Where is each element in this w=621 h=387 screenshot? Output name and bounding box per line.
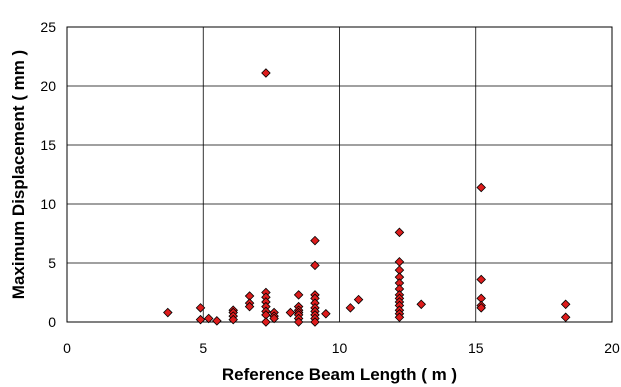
data-point (163, 307, 173, 318)
data-point (244, 301, 255, 312)
y-tick-label: 15 (40, 137, 56, 153)
data-point (476, 274, 486, 285)
x-axis-title: Reference Beam Length ( m ) (222, 365, 457, 384)
x-tick-label: 5 (199, 340, 207, 356)
x-tick-label: 10 (332, 340, 348, 356)
data-point (394, 227, 405, 238)
data-point (203, 313, 214, 324)
data-point (293, 317, 304, 327)
data-point (261, 317, 271, 327)
data-point (416, 299, 427, 310)
data-point (310, 260, 320, 271)
data-point (310, 317, 320, 327)
data-point (353, 294, 364, 305)
data-point (560, 312, 571, 323)
y-tick-label: 0 (48, 314, 56, 330)
x-tick-label: 15 (468, 340, 484, 356)
x-tick-label: 20 (604, 340, 620, 356)
data-point (560, 299, 571, 310)
data-point (195, 303, 206, 313)
data-point (285, 307, 296, 318)
data-point (269, 313, 279, 324)
data-point (394, 312, 405, 323)
grid-lines (67, 27, 612, 322)
data-point (228, 314, 238, 325)
y-axis-title: Maximum Displacement ( mm ) (9, 50, 28, 299)
data-point (321, 308, 331, 319)
data-point (293, 290, 304, 300)
data-point (261, 68, 271, 78)
tick-labels: 0 5 10 15 20 0 5 10 15 20 25 (40, 19, 620, 356)
x-tick-label: 0 (63, 340, 71, 356)
y-tick-label: 5 (48, 255, 56, 271)
data-point (476, 182, 486, 193)
data-point (310, 235, 320, 246)
data-point (212, 316, 222, 326)
y-tick-label: 20 (40, 78, 56, 94)
data-points (163, 68, 571, 327)
y-tick-label: 10 (40, 196, 56, 212)
data-point (345, 303, 356, 313)
data-point (195, 314, 206, 325)
y-tick-label: 25 (40, 19, 56, 35)
data-point (476, 303, 486, 313)
